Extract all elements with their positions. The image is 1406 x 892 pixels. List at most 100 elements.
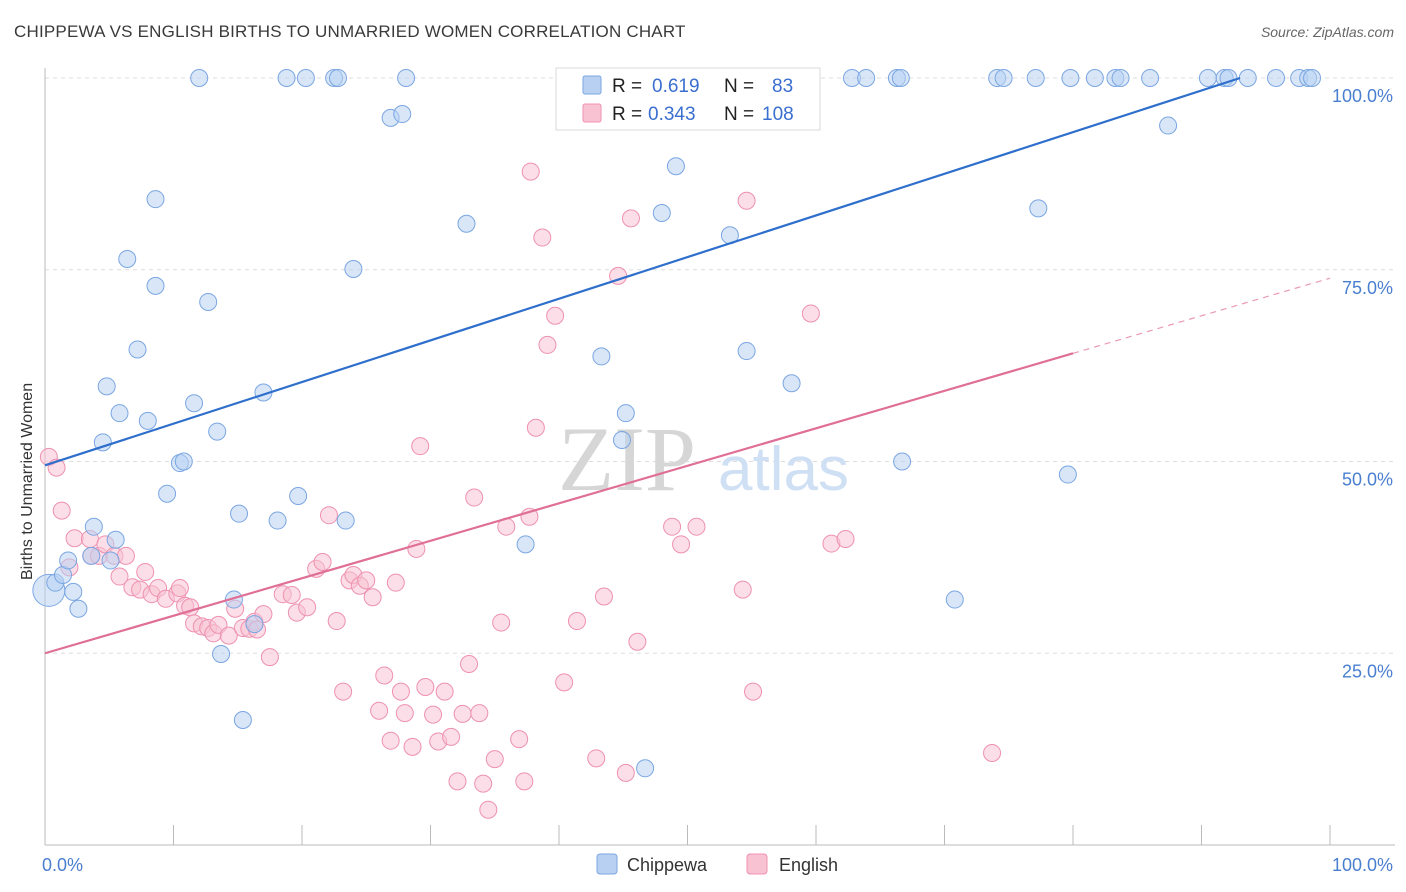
- chippewa-point: [1267, 69, 1286, 87]
- legend-r-label-2: R =: [612, 104, 642, 125]
- chippewa-point: [289, 487, 308, 506]
- chippewa-point: [277, 69, 296, 87]
- chippewa-point: [146, 276, 165, 295]
- chippewa-point: [616, 404, 635, 423]
- english-point: [357, 571, 376, 590]
- chippewa-trend-line: [44, 76, 1241, 467]
- legend-swatch-english: [582, 103, 602, 123]
- english-point: [327, 612, 346, 631]
- english-point: [381, 731, 400, 750]
- english-trend-extension: [1072, 277, 1331, 354]
- english-point: [453, 704, 472, 723]
- chippewa-point: [393, 105, 412, 124]
- english-point: [435, 682, 454, 701]
- y-axis-label: Births to Unmarried Women: [19, 383, 36, 580]
- bottom-legend-swatch-english: [746, 853, 768, 875]
- chippewa-point: [230, 504, 249, 523]
- english-point: [391, 682, 410, 701]
- trend-lines: [44, 76, 1331, 655]
- chippewa-point: [146, 190, 165, 209]
- tick-labels: 25.0% 50.0% 75.0% 100.0% 0.0% 100.0%: [42, 86, 1393, 875]
- english-point: [485, 750, 504, 769]
- chippewa-point: [1141, 69, 1160, 87]
- english-point: [116, 546, 135, 565]
- english-point: [479, 800, 498, 819]
- chippewa-point: [1198, 69, 1217, 87]
- legend-r-value-2: 0.343: [648, 104, 696, 125]
- english-point: [836, 529, 855, 548]
- english-point: [733, 580, 752, 599]
- chippewa-point: [185, 394, 204, 413]
- english-point: [460, 654, 479, 673]
- chippewa-point: [457, 214, 476, 233]
- legend-r-value-1: 0.619: [652, 76, 700, 97]
- x-tick-label: 0.0%: [42, 855, 83, 875]
- y-tick-label: 75.0%: [1342, 278, 1393, 298]
- chippewa-point: [782, 374, 801, 393]
- english-point: [282, 585, 301, 604]
- english-point: [411, 437, 430, 456]
- chippewa-point: [336, 511, 355, 530]
- legend-swatch-chippewa: [582, 75, 602, 95]
- chippewa-point: [268, 511, 287, 530]
- chippewa-point: [97, 377, 116, 396]
- english-point: [65, 529, 84, 548]
- english-point: [334, 682, 353, 701]
- chippewa-point: [212, 645, 231, 664]
- chippewa-point: [945, 590, 964, 609]
- bottom-legend-label-english: English: [779, 855, 838, 875]
- english-trend-line: [44, 352, 1074, 655]
- english-point: [416, 677, 435, 696]
- y-tick-label: 25.0%: [1342, 661, 1393, 681]
- chippewa-point: [93, 433, 112, 452]
- english-point: [546, 306, 565, 325]
- chippewa-point: [64, 582, 83, 601]
- english-point: [521, 162, 540, 181]
- english-point: [370, 701, 389, 720]
- chippewa-point: [612, 431, 631, 450]
- english-point: [448, 772, 467, 791]
- watermark-zip: ZIP: [558, 408, 696, 510]
- chippewa-point: [1238, 69, 1257, 87]
- chippewa-point: [1159, 116, 1178, 135]
- y-tick-label: 100.0%: [1332, 86, 1393, 106]
- english-point: [672, 535, 691, 554]
- source-credit: Source: ZipAtlas.com: [1260, 24, 1394, 40]
- english-points: [39, 69, 1002, 819]
- chippewa-point: [84, 517, 103, 536]
- chippewa-point: [857, 69, 876, 87]
- english-point: [587, 749, 606, 768]
- chippewa-point: [1029, 199, 1048, 218]
- chippewa-point: [199, 292, 218, 311]
- chippewa-points: [32, 69, 1322, 778]
- english-point: [170, 579, 189, 598]
- legend-n-label-1: N =: [724, 76, 754, 97]
- english-point: [52, 501, 71, 520]
- chippewa-point: [1058, 465, 1077, 484]
- chart-title: CHIPPEWA VS ENGLISH BIRTHS TO UNMARRIED …: [14, 22, 686, 41]
- chippewa-point: [174, 452, 193, 471]
- english-point: [533, 228, 552, 247]
- chippewa-point: [106, 530, 125, 549]
- english-point: [363, 588, 382, 607]
- chippewa-point: [296, 69, 315, 87]
- english-point: [510, 730, 529, 749]
- chippewa-point: [1026, 69, 1045, 87]
- bottom-legend-label-chippewa: Chippewa: [627, 855, 708, 875]
- english-point: [594, 587, 613, 606]
- watermark-atlas: atlas: [718, 435, 849, 504]
- english-point: [687, 517, 706, 536]
- legend-n-value-2: 108: [762, 104, 794, 125]
- legend-r-label-1: R =: [612, 76, 642, 97]
- chippewa-point: [208, 422, 227, 441]
- chippewa-point: [101, 551, 120, 570]
- english-point: [260, 648, 279, 667]
- english-point: [538, 335, 557, 354]
- english-point: [442, 727, 461, 746]
- watermark: ZIP atlas: [558, 408, 849, 510]
- series-legend: Chippewa English: [596, 853, 838, 875]
- chippewa-point: [592, 347, 611, 366]
- english-point: [744, 682, 763, 701]
- chippewa-point: [245, 615, 264, 634]
- english-point: [737, 191, 756, 210]
